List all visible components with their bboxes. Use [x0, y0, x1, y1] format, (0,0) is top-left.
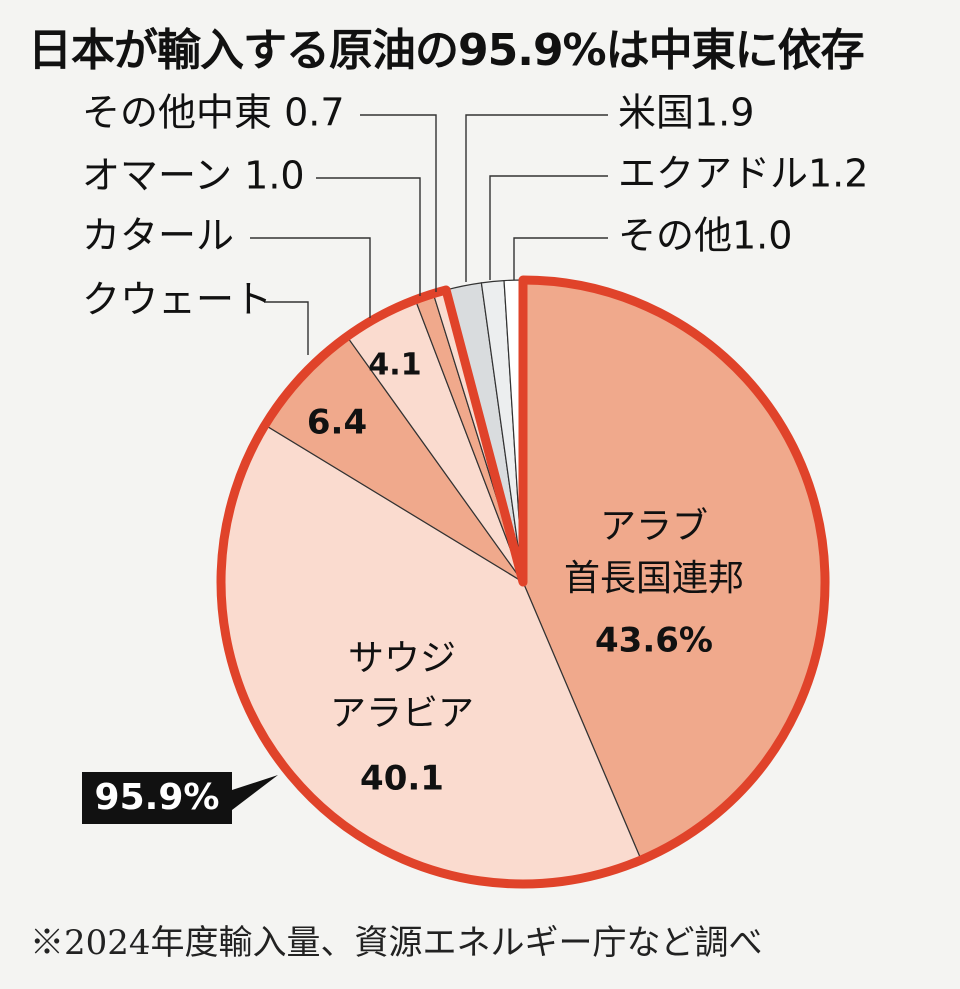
leader-line-9 — [513, 237, 608, 280]
leader-line-8 — [489, 175, 608, 280]
callout-label-8: エクアドル1.2 — [618, 152, 868, 196]
source-note: ※2024年度輸入量、資源エネルギー庁など調べ — [30, 923, 763, 963]
chart-title: 日本が輸入する原油の95.9%は中東に依存 — [28, 25, 865, 76]
callout-label-3: クウェート — [82, 278, 272, 322]
leader-line-7 — [465, 114, 608, 282]
middle-east-highlight-outline — [216, 275, 830, 889]
leader-line-5 — [316, 177, 421, 296]
slice-label-1-line-3: 43.6% — [595, 621, 713, 661]
leader-line-3 — [264, 301, 309, 355]
highlight-badge-label: 95.9% — [95, 777, 220, 818]
highlight-badge-box — [82, 772, 278, 824]
slice-label-2-line-3: 40.1 — [360, 759, 444, 799]
slice-label-1-line-2: 首長国連邦 — [564, 558, 744, 599]
callout-label-7: 米国1.9 — [618, 91, 754, 135]
leader-line-6 — [360, 114, 437, 292]
leader-line-4 — [250, 237, 371, 318]
slice-label-2-line-1: サウジ — [348, 638, 456, 679]
slice-label-2-line-2: アラビア — [330, 693, 474, 734]
slice-label-1-line-1: アラブ — [600, 506, 708, 547]
callout-label-9: その他1.0 — [618, 214, 792, 258]
callout-label-5: オマーン 1.0 — [82, 154, 305, 198]
slice-label-3-line-1: 6.4 — [307, 403, 367, 443]
callout-label-4: カタール — [82, 214, 234, 258]
highlight-badge: 95.9% — [82, 772, 278, 824]
callout-label-6: その他中東 0.7 — [82, 91, 345, 135]
slice-label-4-line-1: 4.1 — [368, 348, 421, 383]
